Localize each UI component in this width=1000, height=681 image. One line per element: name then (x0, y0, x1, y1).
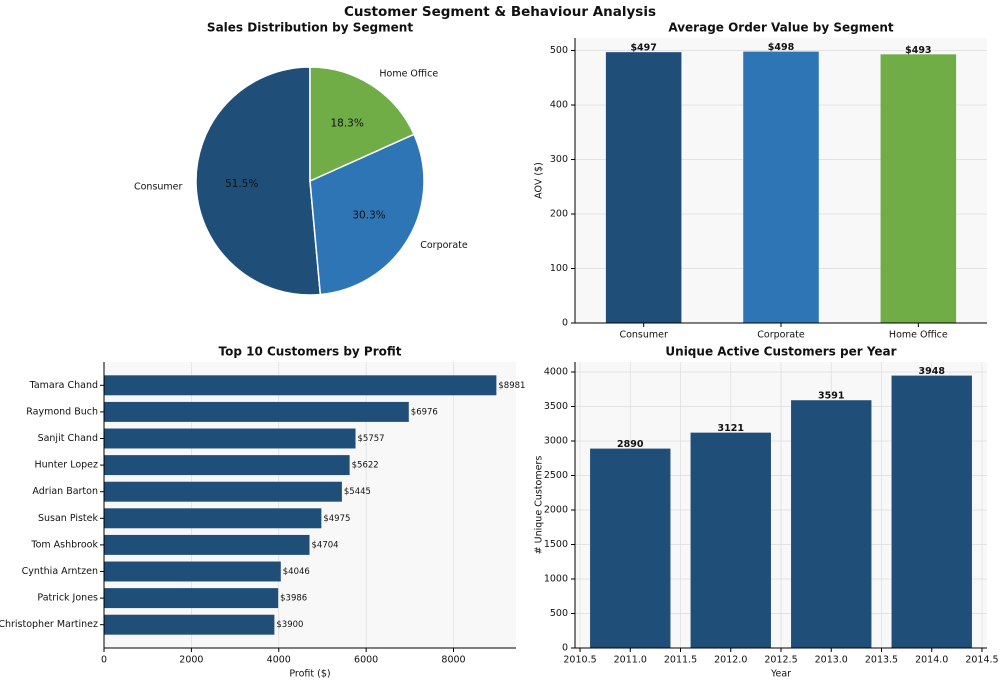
y-tick-label: Christopher Martinez (0, 619, 98, 630)
x-axis-label: Year (770, 669, 791, 680)
x-tick-label: 2013.0 (815, 655, 848, 666)
pie-pct: 18.3% (330, 118, 363, 130)
x-axis-label: Profit ($) (289, 669, 330, 680)
pie-pct: 30.3% (352, 210, 385, 222)
value-label: $5445 (344, 487, 371, 497)
x-tick-label: Consumer (619, 330, 668, 341)
y-tick-label: Patrick Jones (37, 593, 98, 604)
bar (104, 614, 275, 635)
page-title: Customer Segment & Behaviour Analysis (344, 4, 656, 20)
pie-wedge (309, 133, 425, 296)
y-tick-label: 400 (550, 100, 568, 111)
x-tick-label: 2012.5 (764, 655, 797, 666)
pie-pct: 51.5% (225, 178, 258, 190)
bar (104, 375, 497, 396)
bar (104, 588, 279, 609)
bar (104, 455, 350, 476)
y-tick-label: Sanjit Chand (38, 433, 98, 444)
value-label: $4046 (283, 567, 310, 577)
x-tick-label: 6000 (354, 655, 378, 666)
x-tick-label: 2014.5 (965, 655, 998, 666)
y-tick-label: 2000 (544, 505, 568, 516)
value-label: $3900 (276, 620, 303, 630)
bar (104, 428, 356, 449)
x-tick-label: Corporate (757, 330, 805, 341)
bar (104, 534, 310, 555)
pie-label: Home Office (379, 68, 438, 79)
value-label: 2890 (617, 439, 644, 450)
value-label: 3948 (919, 366, 946, 377)
value-label: $497 (630, 43, 656, 54)
y-tick-label: 2500 (544, 470, 568, 481)
x-tick-label: 2014.0 (915, 655, 948, 666)
y-tick-label: 1000 (544, 574, 568, 585)
y-tick-label: Tom Ashbrook (30, 539, 98, 550)
x-tick-label: 2000 (179, 655, 203, 666)
pie-wedge (195, 66, 322, 296)
y-tick-label: Cynthia Arntzen (22, 566, 98, 577)
y-tick-label: 300 (550, 154, 568, 165)
bar (791, 400, 872, 648)
value-label: $5757 (358, 434, 385, 444)
y-tick-label: Adrian Barton (32, 486, 98, 497)
x-tick-label: 2012.0 (714, 655, 747, 666)
y-tick-label: 3000 (544, 436, 568, 447)
y-tick-label: 0 (562, 643, 568, 654)
bar (104, 401, 409, 422)
y-tick-label: Susan Pistek (38, 513, 99, 524)
x-tick-label: 0 (101, 655, 107, 666)
value-label: $493 (905, 45, 931, 56)
y-tick-label: 0 (562, 318, 568, 329)
pie-label: Corporate (420, 240, 468, 251)
value-label: 3121 (718, 423, 744, 434)
chart-title: Sales Distribution by Segment (207, 21, 413, 35)
value-label: $4975 (323, 514, 350, 524)
chart-title: Unique Active Customers per Year (665, 345, 896, 359)
y-axis-label: AOV ($) (534, 162, 545, 199)
bar (743, 51, 819, 324)
value-label: $5622 (352, 461, 379, 471)
value-label: $3986 (280, 594, 307, 604)
x-tick-label: 2011.5 (664, 655, 697, 666)
y-tick-label: 500 (550, 45, 568, 56)
bar (104, 481, 342, 502)
y-tick-label: 200 (550, 209, 568, 220)
chart-title: Top 10 Customers by Profit (218, 345, 401, 359)
bar (880, 54, 957, 323)
bar (605, 52, 682, 323)
x-tick-label: 4000 (267, 655, 291, 666)
x-tick-label: 2011.0 (614, 655, 647, 666)
y-tick-label: 1500 (544, 539, 568, 550)
y-tick-label: 4000 (544, 367, 568, 378)
x-tick-label: 2013.5 (865, 655, 898, 666)
value-label: 3591 (818, 391, 844, 402)
y-tick-label: 100 (550, 263, 568, 274)
pie-label: Consumer (134, 181, 183, 192)
y-axis-label: # Unique Customers (534, 456, 545, 555)
x-tick-label: 2010.5 (563, 655, 596, 666)
bar (104, 561, 281, 582)
x-tick-label: 8000 (441, 655, 465, 666)
bar (690, 432, 771, 648)
bar (891, 375, 972, 648)
value-label: $6976 (411, 407, 438, 417)
y-tick-label: Raymond Buch (26, 406, 98, 417)
chart-title: Average Order Value by Segment (668, 21, 894, 35)
y-tick-label: Tamara Chand (29, 380, 98, 391)
y-tick-label: Hunter Lopez (35, 460, 98, 471)
value-label: $4704 (312, 540, 339, 550)
value-label: $498 (768, 42, 795, 53)
x-tick-label: Home Office (889, 330, 948, 341)
pie-wedge (309, 66, 415, 183)
bar (104, 508, 322, 529)
y-tick-label: 500 (550, 608, 568, 619)
value-label: $8981 (498, 381, 525, 391)
y-tick-label: 3500 (544, 401, 568, 412)
bar (590, 448, 671, 648)
